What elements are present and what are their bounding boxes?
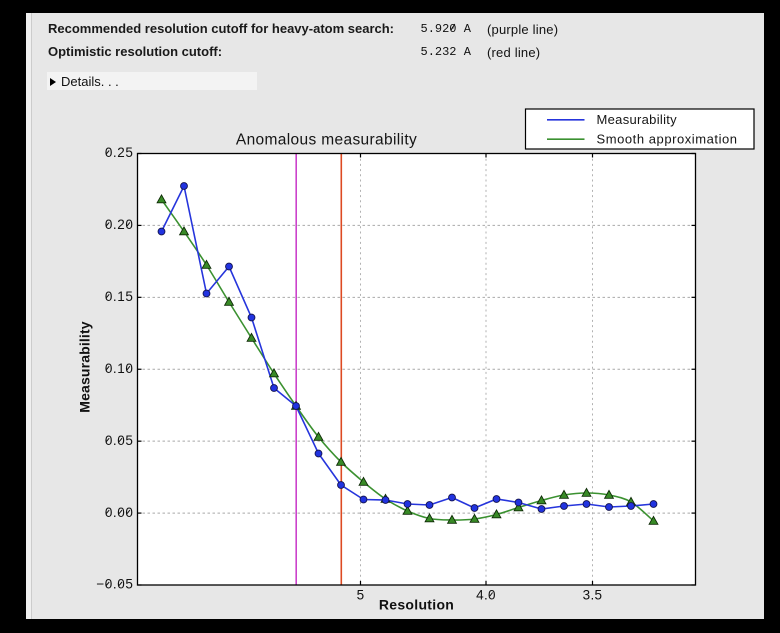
svg-text:4.0: 4.0 xyxy=(476,587,496,602)
svg-text:0.00: 0.00 xyxy=(105,505,134,520)
svg-text:Measurability: Measurability xyxy=(597,112,678,127)
svg-text:−0.05: −0.05 xyxy=(96,577,133,592)
svg-text:0.25: 0.25 xyxy=(105,145,134,160)
svg-text:Resolution: Resolution xyxy=(379,597,454,613)
svg-text:3.5: 3.5 xyxy=(583,587,603,602)
svg-text:Anomalous measurability: Anomalous measurability xyxy=(236,132,417,149)
svg-text:Smooth approximation: Smooth approximation xyxy=(597,132,738,147)
svg-text:0.10: 0.10 xyxy=(105,361,134,376)
svg-text:Measurability: Measurability xyxy=(77,321,93,412)
svg-text:0.05: 0.05 xyxy=(105,433,134,448)
svg-text:0.15: 0.15 xyxy=(105,289,134,304)
svg-text:5: 5 xyxy=(357,587,365,602)
svg-text:0.20: 0.20 xyxy=(105,217,134,232)
